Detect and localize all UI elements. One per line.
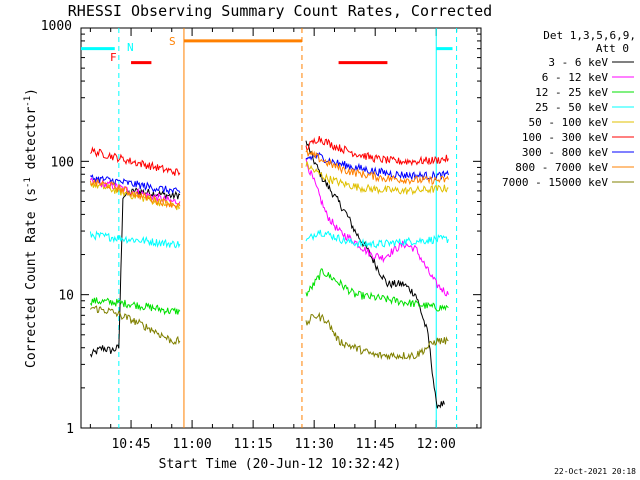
series-line-8-seg-1 bbox=[305, 311, 449, 361]
series-line-3-seg-0 bbox=[89, 230, 181, 249]
series-line-4-seg-0 bbox=[89, 181, 181, 211]
series-line-5-seg-0 bbox=[90, 146, 181, 176]
legend-header-line1: Det 1,3,5,6,9, bbox=[543, 29, 636, 42]
x-tick-label: 12:00 bbox=[417, 437, 456, 452]
y-tick-label-10: 10 bbox=[58, 289, 74, 304]
legend-label-7: 800 - 7000 keV bbox=[515, 161, 608, 174]
series-line-3-seg-1 bbox=[305, 229, 449, 249]
y-axis-label-sup2: -1 bbox=[23, 96, 33, 107]
legend: 3 - 6 keV 6 - 12 keV 12 - 25 keV 25 - 50 ke… bbox=[502, 56, 634, 189]
vertical-markers bbox=[118, 28, 458, 428]
flag-label-s: S bbox=[169, 35, 176, 48]
x-tick-label: 11:30 bbox=[295, 437, 334, 452]
x-axis-label: Start Time (20-Jun-12 10:32:42) bbox=[159, 457, 402, 472]
y-axis-label-sup1: -1 bbox=[23, 177, 33, 188]
y-axis-label-mid: detector bbox=[24, 107, 39, 178]
series-line-7-seg-0 bbox=[89, 179, 181, 209]
chart-title: RHESSI Observing Summary Count Rates, Co… bbox=[68, 2, 492, 20]
series-line-4-seg-1 bbox=[305, 161, 449, 196]
series-line-5-seg-1 bbox=[305, 136, 449, 167]
footer-date: 22-Oct-2021 20:18 bbox=[554, 467, 636, 476]
flag-bars bbox=[81, 39, 453, 65]
series-line-0-seg-0 bbox=[89, 187, 181, 358]
plot-frame bbox=[80, 27, 482, 429]
y-tick-1000: 1000 bbox=[41, 19, 72, 34]
y-axis-label-main: Corrected Count Rate (s bbox=[24, 188, 39, 368]
series-line-2-seg-1 bbox=[305, 268, 449, 312]
y-tick-labels: 1 10 100 bbox=[51, 155, 74, 437]
x-tick-label: 10:45 bbox=[111, 437, 150, 452]
series-line-0-seg-1 bbox=[305, 140, 445, 409]
legend-label-8: 7000 - 15000 keV bbox=[502, 176, 608, 189]
legend-label-5: 100 - 300 keV bbox=[522, 131, 608, 144]
series-line-8-seg-0 bbox=[89, 305, 181, 345]
x-tick-label: 11:15 bbox=[234, 437, 273, 452]
series-line-7-seg-1 bbox=[305, 148, 449, 186]
x-tick-labels: 10:45 11:00 11:15 11:30 11:45 12:00 bbox=[111, 437, 455, 452]
series-group bbox=[89, 136, 449, 409]
y-axis-label: Corrected Count Rate (s-1 detector-1) bbox=[23, 88, 39, 368]
x-tick-label: 11:00 bbox=[173, 437, 212, 452]
y-axis-label-end: ) bbox=[24, 88, 39, 96]
flag-label-n: N bbox=[127, 41, 134, 54]
legend-header-line2: Att 0 bbox=[596, 42, 629, 55]
axis-ticks bbox=[81, 28, 481, 429]
legend-label-0: 3 - 6 keV bbox=[548, 56, 608, 69]
flag-label-f: F bbox=[110, 51, 117, 64]
series-line-6-seg-1 bbox=[305, 151, 449, 181]
legend-label-6: 300 - 800 keV bbox=[522, 146, 608, 159]
y-tick-label-100: 100 bbox=[51, 155, 74, 170]
y-tick-label-1: 1 bbox=[66, 422, 74, 437]
legend-label-2: 12 - 25 keV bbox=[535, 86, 608, 99]
series-line-6-seg-0 bbox=[90, 174, 181, 194]
legend-label-1: 6 - 12 keV bbox=[542, 71, 609, 84]
x-tick-label: 11:45 bbox=[356, 437, 395, 452]
series-line-2-seg-0 bbox=[89, 297, 181, 316]
legend-label-3: 25 - 50 keV bbox=[535, 101, 608, 114]
legend-label-4: 50 - 100 keV bbox=[529, 116, 609, 129]
series-line-1-seg-1 bbox=[305, 158, 449, 297]
